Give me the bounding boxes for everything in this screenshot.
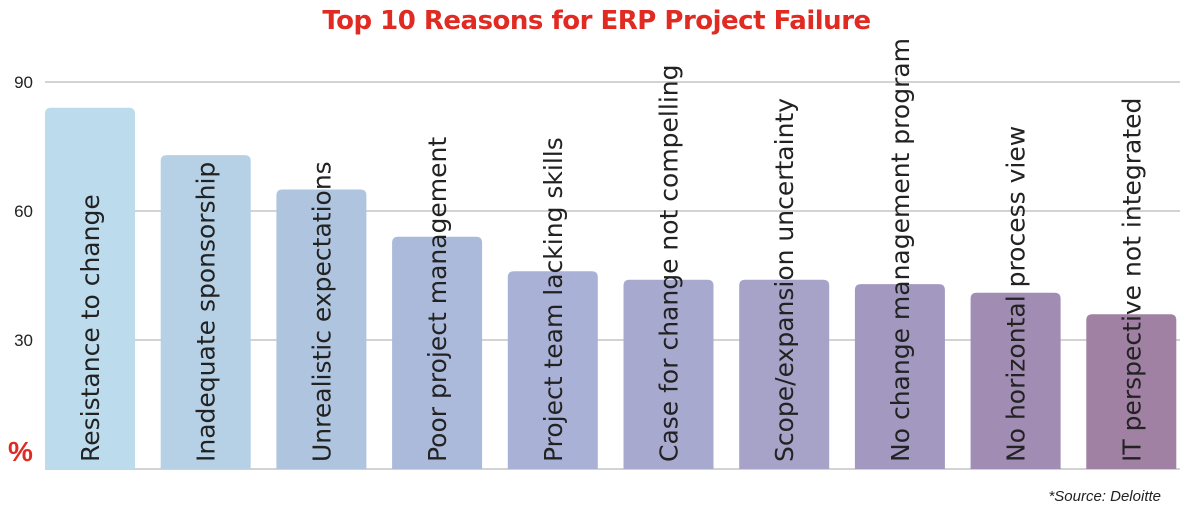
bar (160, 155, 251, 469)
bar-category-label: No change management program (886, 38, 915, 462)
bar-category-label: Scope/expansion uncertainty (770, 98, 799, 462)
bar (623, 279, 714, 469)
bar (507, 271, 598, 469)
bar (970, 292, 1061, 469)
bar-category-label: Case for change not compelling (655, 65, 684, 463)
bar (392, 236, 483, 469)
bar (1086, 314, 1177, 469)
chart-title: Top 10 Reasons for ERP Project Failure (322, 6, 871, 36)
y-tick-label: 30 (14, 331, 33, 350)
bar-category-label: Poor project management (423, 137, 452, 462)
bar-category-label: IT perspective not integrated (1117, 98, 1146, 462)
bar-category-label: No horizontal process view (1002, 126, 1031, 462)
bar (276, 189, 367, 469)
bar-category-label: Unrealistic expectations (307, 161, 336, 462)
bar-category-label: Resistance to change (76, 194, 105, 462)
y-tick-label: 60 (14, 202, 33, 221)
y-axis-label: % (8, 436, 33, 467)
bar-category-label: Inadequate sponsorship (192, 162, 221, 462)
source-note: *Source: Deloitte (1048, 488, 1161, 505)
bar-category-label: Project team lacking skills (539, 137, 568, 462)
bar (739, 279, 830, 469)
bar (45, 107, 135, 470)
bar (854, 284, 945, 469)
y-tick-label: 90 (14, 73, 33, 92)
